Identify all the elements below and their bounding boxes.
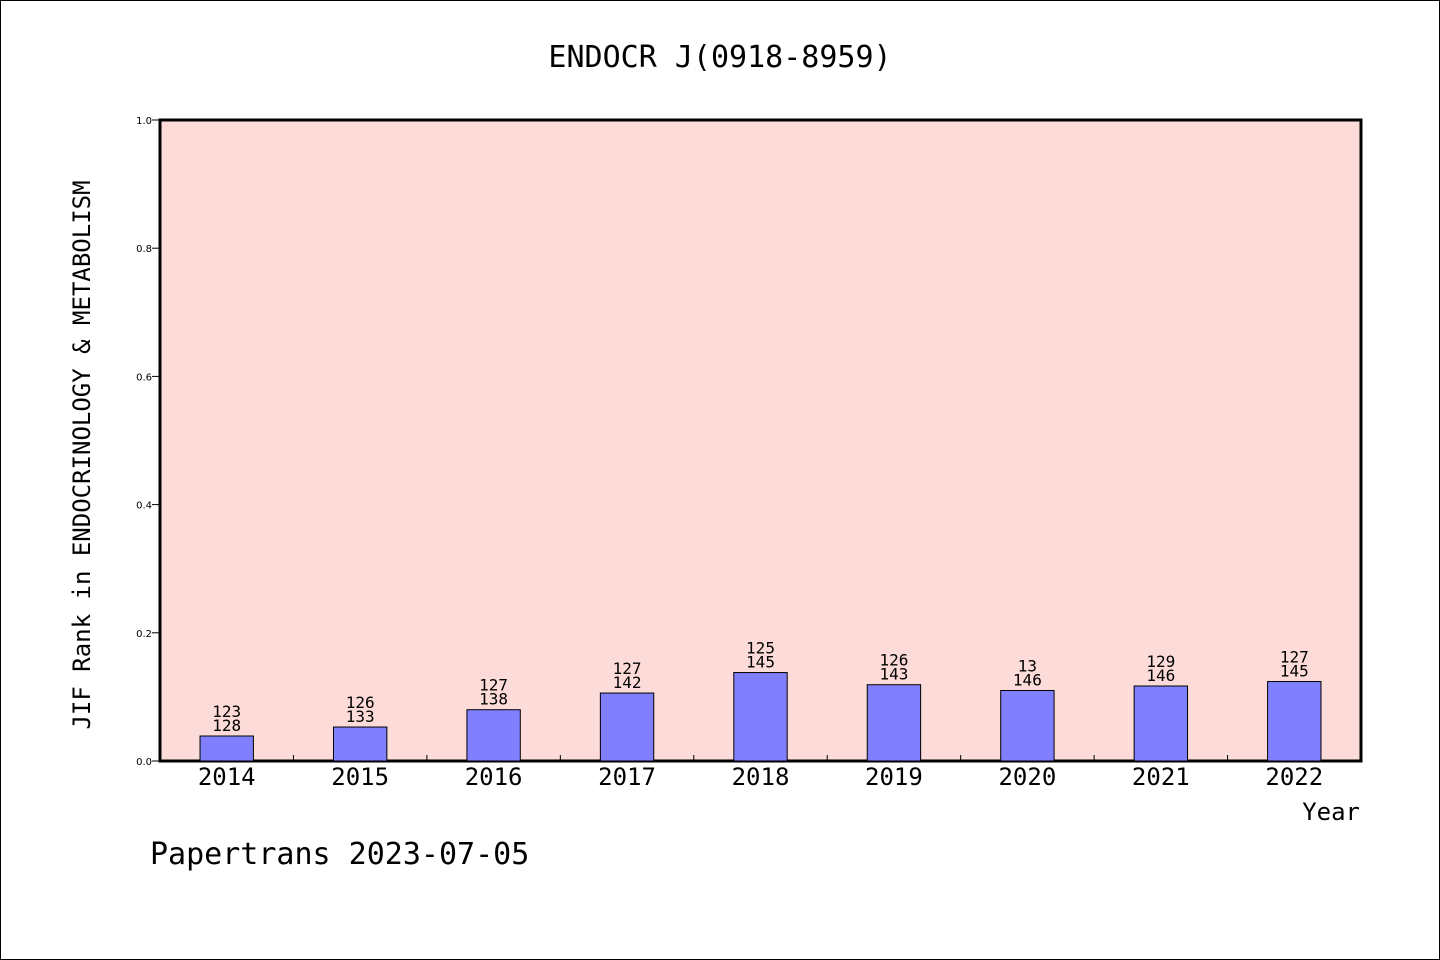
bar-label-total-2018: 145 <box>746 653 775 672</box>
bars-layer <box>199 672 1322 762</box>
bar-2014 <box>199 735 254 762</box>
y-axis-label: JIF Rank in ENDOCRINOLOGY & METABOLISM <box>68 180 96 729</box>
bar-2019 <box>866 684 922 762</box>
bar-label-total-2017: 142 <box>613 673 642 692</box>
x-tick-label-2020: 2020 <box>998 763 1056 791</box>
x-tick-label-2021: 2021 <box>1132 763 1190 791</box>
chart-title: ENDOCR J(0918-8959) <box>548 40 891 75</box>
x-tick-label-2022: 2022 <box>1265 763 1323 791</box>
bar-2022 <box>1267 681 1322 762</box>
footer-credit: Papertrans 2023-07-05 <box>150 837 529 872</box>
bar-label-total-2021: 146 <box>1146 666 1175 685</box>
bar-label-rank-2015: 126 <box>346 693 375 712</box>
bar-label-total-2022: 145 <box>1280 662 1309 681</box>
bar-label-rank-2017: 127 <box>613 659 642 678</box>
bar-2018 <box>733 672 788 762</box>
bar-label-rank-2020: 13 <box>1018 656 1037 675</box>
x-tick-label-2014: 2014 <box>198 763 256 791</box>
y-tick-label-1.0: 1.0 <box>136 116 152 127</box>
bar-label-total-2015: 133 <box>346 707 375 726</box>
bar-label-total-2020: 146 <box>1013 670 1042 689</box>
x-axis: 2014 2015 2016 2017 2018 2019 2020 2021 2022 <box>198 755 1323 791</box>
bar-2020 <box>1000 689 1055 762</box>
x-tick-label-2017: 2017 <box>598 763 656 791</box>
bar-label-rank-2021: 129 <box>1146 652 1175 671</box>
bar-label-total-2016: 138 <box>479 690 508 709</box>
y-tick-label-0.0: 0.0 <box>136 757 152 768</box>
y-tick-label-0.4: 0.4 <box>136 501 152 512</box>
x-tick-label-2015: 2015 <box>331 763 389 791</box>
x-tick-label-2019: 2019 <box>865 763 923 791</box>
bar-label-rank-2014: 123 <box>212 702 241 721</box>
bar-label-total-2014: 128 <box>212 716 241 735</box>
y-axis: 0.0 0.2 0.4 0.6 0.8 1.0 <box>136 116 160 768</box>
plot-area <box>158 118 1363 763</box>
y-tick-label-0.8: 0.8 <box>136 244 152 255</box>
y-tick-label-0.6: 0.6 <box>136 372 152 383</box>
x-tick-label-2018: 2018 <box>732 763 790 791</box>
bar-2021 <box>1133 685 1189 762</box>
x-axis-label: Year <box>1302 798 1360 826</box>
bar-2015 <box>332 726 388 762</box>
bar-label-rank-2022: 127 <box>1280 648 1309 667</box>
y-tick-label-0.2: 0.2 <box>136 629 152 640</box>
bar-label-rank-2019: 126 <box>879 651 908 670</box>
bar-2017 <box>599 692 655 762</box>
bar-label-rank-2016: 127 <box>479 676 508 695</box>
x-tick-label-2016: 2016 <box>465 763 523 791</box>
bar-2016 <box>466 709 521 762</box>
bar-label-rank-2018: 125 <box>746 639 775 658</box>
bar-label-total-2019: 143 <box>879 665 908 684</box>
